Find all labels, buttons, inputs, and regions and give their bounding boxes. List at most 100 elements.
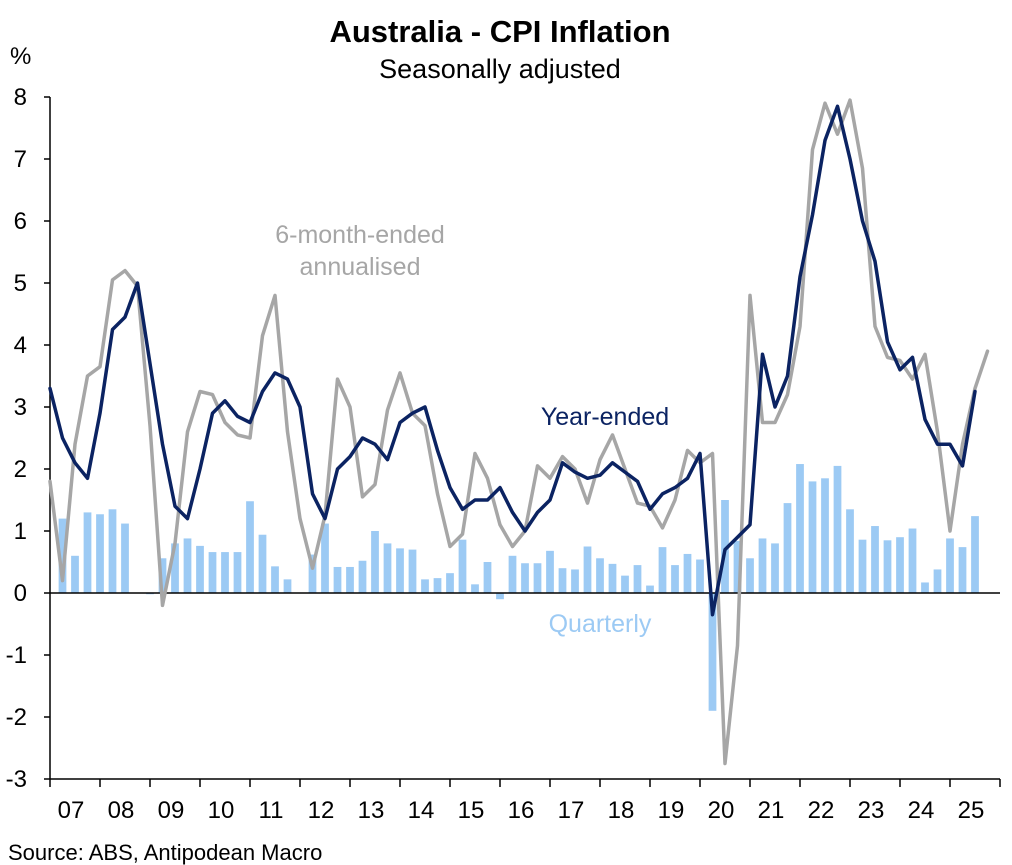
- x-tick-label: 11: [259, 797, 284, 824]
- quarterly-bar: [833, 465, 842, 593]
- x-tick-label: 21: [758, 797, 785, 824]
- quarterly-bar: [383, 543, 392, 593]
- y-tick-label: 6: [14, 208, 27, 235]
- y-tick-label: 2: [14, 456, 27, 483]
- quarterly-bar: [946, 538, 954, 593]
- quarterly-bar: [533, 563, 542, 593]
- quarterly-bar: [471, 584, 479, 593]
- quarterly-bar: [621, 575, 629, 593]
- quarterly-bar: [596, 558, 604, 593]
- quarterly-bar: [558, 568, 567, 593]
- quarterly-bar: [796, 464, 804, 593]
- quarterly-bar: [758, 538, 767, 593]
- quarterly-bar: [783, 503, 792, 593]
- x-tick-label: 13: [358, 797, 385, 824]
- quarterly-bar: [321, 523, 329, 593]
- chart-title: Australia - CPI Inflation: [329, 14, 670, 49]
- quarterly-bar: [971, 516, 979, 593]
- quarterly-bar: [846, 509, 854, 593]
- quarterly-bar: [183, 538, 192, 593]
- quarterly-bar: [121, 523, 129, 593]
- quarterly-bar: [633, 565, 642, 593]
- quarterly-bar: [733, 540, 742, 593]
- quarterly-bar: [683, 553, 692, 593]
- quarterly-bar: [921, 582, 929, 593]
- quarterly-bar: [258, 534, 267, 593]
- quarterly-bar: [908, 528, 917, 593]
- quarterly-bar: [346, 566, 354, 593]
- quarterly-bar: [433, 578, 442, 593]
- quarterly-bar: [233, 552, 242, 593]
- source-note: Source: ABS, Antipodean Macro: [8, 840, 322, 865]
- x-tick-label: 24: [908, 797, 935, 824]
- quarterly-bar: [71, 555, 79, 593]
- six-month-label-line1: 6-month-ended: [275, 221, 445, 249]
- quarterly-bar: [658, 547, 667, 593]
- quarterly-bar: [883, 540, 892, 593]
- y-tick-label: -3: [6, 766, 27, 793]
- quarterly-bar: [671, 565, 679, 593]
- quarterly-bar: [458, 539, 467, 593]
- quarterly-bar: [696, 559, 704, 593]
- x-tick-label: 07: [58, 797, 85, 824]
- quarterly-bar: [858, 539, 867, 593]
- quarterly-bar: [421, 579, 429, 593]
- quarterly-bar: [646, 585, 654, 593]
- x-tick-label: 20: [708, 797, 735, 824]
- quarterly-bar: [171, 543, 179, 593]
- x-tick-label: 18: [608, 797, 635, 824]
- quarterly-bar: [208, 552, 217, 593]
- quarterly-bar: [408, 549, 417, 593]
- x-tick-label: 19: [658, 797, 685, 824]
- x-tick-label: 15: [458, 797, 485, 824]
- quarterly-bar: [83, 512, 92, 593]
- quarterly-bar: [746, 558, 754, 593]
- quarterly-bar: [496, 593, 504, 600]
- x-tick-label: 09: [158, 797, 185, 824]
- quarterly-bar: [546, 550, 554, 593]
- quarterly-bar: [108, 509, 117, 593]
- x-tick-label: 12: [308, 797, 335, 824]
- x-tick-labels: 07 08 09 10 11 12 13 14 15 16 17 18 19 20 21 22 23 24 25: [58, 797, 985, 824]
- quarterly-bar: [396, 548, 404, 593]
- y-tick-label: 4: [14, 332, 27, 359]
- quarterly-bar: [708, 593, 717, 711]
- x-tick-label: 22: [808, 797, 835, 824]
- quarterly-bar: [933, 569, 942, 593]
- year-ended-line: [48, 104, 977, 617]
- x-tick-label: 16: [508, 797, 535, 824]
- quarterly-bar: [771, 543, 779, 593]
- quarterly-bar: [221, 552, 229, 593]
- axes: [44, 96, 1001, 787]
- quarterly-bar: [283, 579, 292, 593]
- x-tick-label: 23: [858, 797, 885, 824]
- quarterly-bar: [508, 555, 517, 593]
- six-month-label-line2: annualised: [300, 253, 421, 281]
- y-tick-label: -2: [6, 704, 27, 731]
- quarterly-bar: [521, 563, 529, 593]
- y-tick-label: 1: [14, 518, 27, 545]
- quarterly-bar: [358, 560, 367, 593]
- x-tick-label: 14: [408, 797, 435, 824]
- y-tick-label: 7: [14, 146, 27, 173]
- quarterly-bar: [871, 526, 879, 593]
- y-tick-label: 5: [14, 270, 27, 297]
- quarterly-bar: [821, 478, 829, 593]
- series-lines: [48, 98, 990, 766]
- y-tick-label: -1: [6, 642, 27, 669]
- quarterly-bar: [958, 547, 967, 593]
- chart-subtitle: Seasonally adjusted: [379, 54, 621, 84]
- quarterly-bars: [58, 464, 979, 711]
- quarterly-bar: [583, 546, 592, 593]
- x-tick-label: 17: [558, 797, 585, 824]
- y-tick-labels: 8 7 6 5 4 3 2 1 0 -1 -2 -3: [6, 84, 27, 793]
- quarterly-bar: [608, 563, 617, 593]
- quarterly-bar: [808, 481, 817, 593]
- y-tick-label: 8: [14, 84, 27, 111]
- y-tick-label: 3: [14, 394, 27, 421]
- y-tick-label: 0: [14, 580, 27, 607]
- quarterly-bar: [371, 531, 379, 593]
- quarterly-bar: [246, 501, 254, 593]
- quarterly-label: Quarterly: [549, 610, 652, 638]
- year-ended-label: Year-ended: [541, 403, 669, 431]
